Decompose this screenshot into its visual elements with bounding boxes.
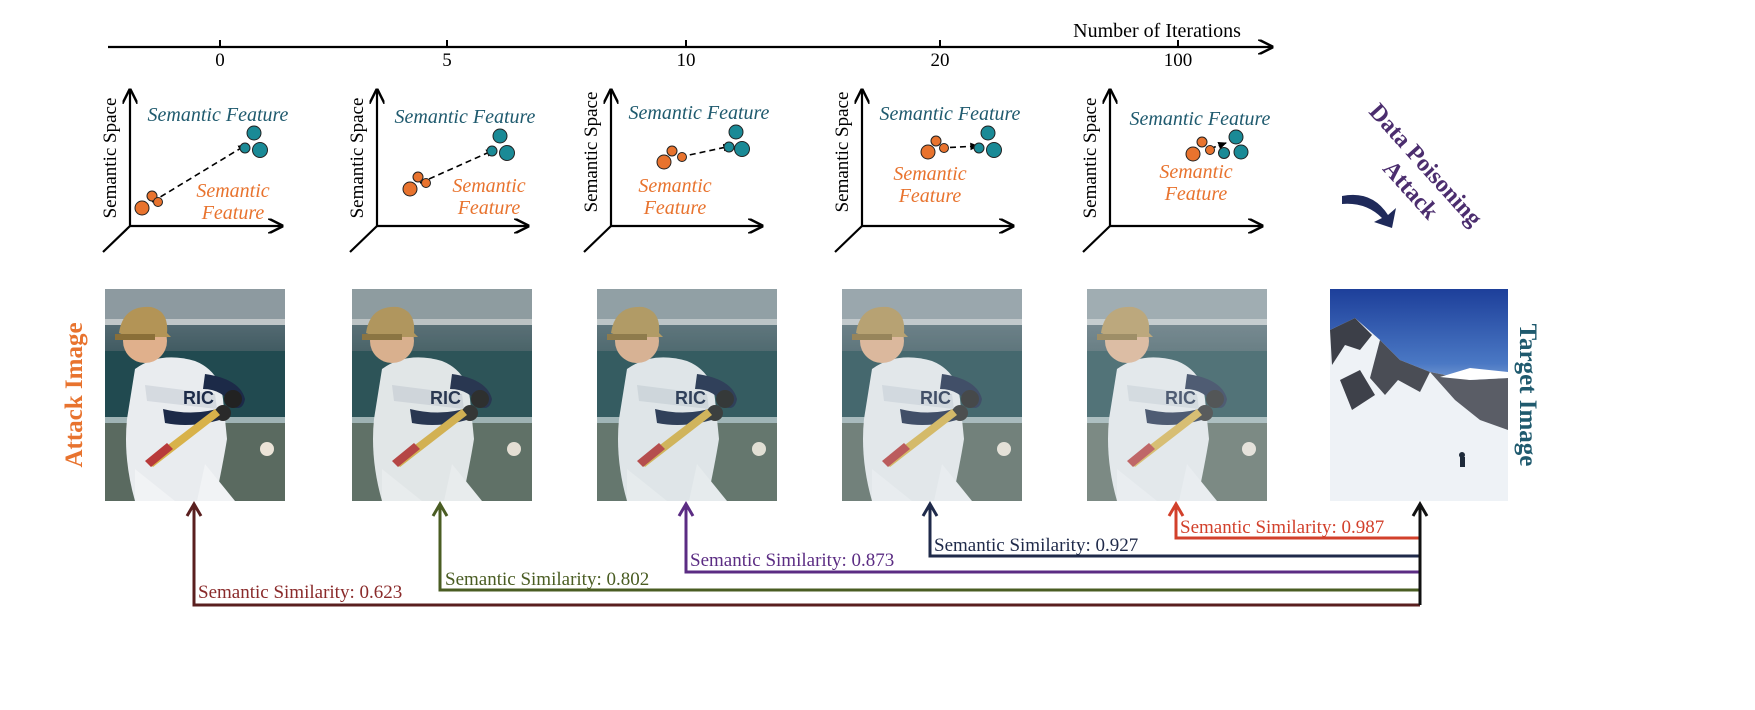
attack-image-100	[1087, 289, 1267, 501]
timeline: Number of Iterations 0 5 10 20 100	[108, 20, 1272, 71]
attack-image-label: Attack Image	[61, 322, 88, 467]
curved-arrow-icon	[1342, 194, 1396, 228]
attack-image-10	[597, 289, 777, 501]
tick-label: 10	[677, 50, 696, 71]
attack-feature-label: Semantic	[452, 175, 525, 197]
similarity-label: Semantic Similarity: 0.623	[198, 582, 402, 603]
connector-873	[684, 506, 1420, 574]
attack-feature-label: Feature	[457, 197, 521, 219]
target-feature-label: Semantic Feature	[395, 106, 536, 128]
target-feature-label: Semantic Feature	[880, 103, 1021, 125]
tick-label: 5	[442, 50, 452, 71]
target-image	[1330, 289, 1508, 501]
y-axis-label: Semantic Space	[100, 98, 121, 219]
attack-feature-label: Feature	[898, 185, 962, 207]
attack-image-5	[352, 289, 532, 501]
attack-feature-label: Semantic	[893, 163, 966, 185]
similarity-connectors	[185, 501, 1429, 607]
attack-feature-label: Feature	[201, 202, 265, 224]
tick-label: 20	[931, 50, 950, 71]
target-feature-label: Semantic Feature	[148, 104, 289, 126]
connector-927	[928, 506, 1420, 558]
y-axis-label: Semantic Space	[581, 92, 602, 213]
attack-image-20	[842, 289, 1022, 501]
semantic-panel-0: Semantic Space Semantic Feature Semantic…	[100, 90, 289, 253]
similarity-label: Semantic Similarity: 0.802	[445, 569, 649, 590]
attack-feature-label: Feature	[643, 197, 707, 219]
semantic-panel-20: Semantic Space Semantic Feature Semantic…	[832, 90, 1021, 253]
attack-feature-label: Semantic	[196, 180, 269, 202]
target-feature-label: Semantic Feature	[629, 102, 770, 124]
semantic-panel-100: Semantic Space Semantic Feature Semantic…	[1080, 90, 1271, 253]
y-axis-label: Semantic Space	[832, 92, 853, 213]
attack-feature-label: Semantic	[638, 175, 711, 197]
timeline-title: Number of Iterations	[1073, 20, 1241, 42]
similarity-label: Semantic Similarity: 0.987	[1180, 517, 1384, 538]
semantic-panel-10: Semantic Space Semantic Feature Semantic…	[581, 90, 770, 253]
tick-label: 100	[1164, 50, 1193, 71]
connector-623	[192, 506, 1420, 607]
attack-feature-label: Semantic	[1159, 161, 1232, 183]
attack-feature-label: Feature	[1164, 183, 1228, 205]
semantic-panel-5: Semantic Space Semantic Feature Semantic…	[347, 90, 536, 253]
attack-image-0	[105, 289, 285, 501]
connector-987	[1174, 506, 1420, 540]
tick-label: 0	[215, 50, 225, 71]
target-image-label: Target Image	[1514, 324, 1541, 467]
similarity-label: Semantic Similarity: 0.873	[690, 550, 894, 571]
y-axis-label: Semantic Space	[1080, 98, 1101, 219]
y-axis-label: Semantic Space	[347, 98, 368, 219]
similarity-label: Semantic Similarity: 0.927	[934, 535, 1138, 556]
target-feature-label: Semantic Feature	[1130, 108, 1271, 130]
connector-802	[438, 506, 1420, 592]
data-poisoning-label: Data Poisoning Attack	[1342, 99, 1487, 232]
